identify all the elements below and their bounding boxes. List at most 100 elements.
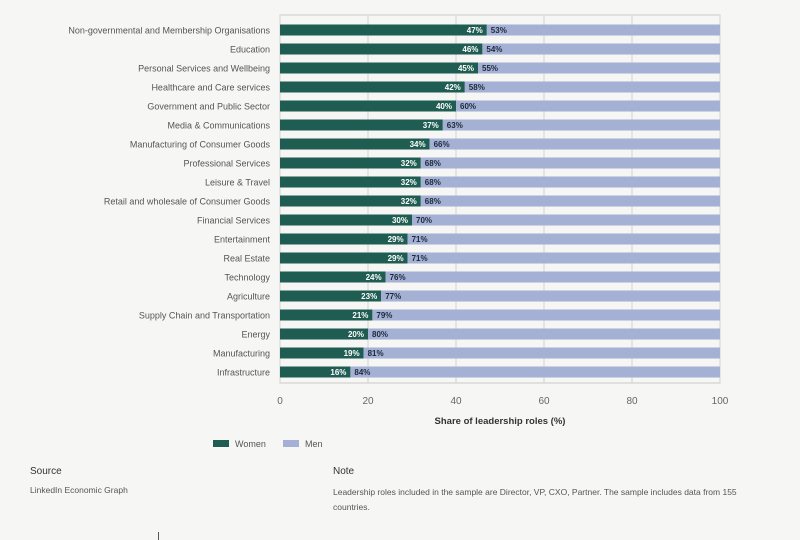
- data-label-women: 23%: [361, 292, 377, 301]
- data-label-men: 68%: [425, 178, 441, 187]
- bar-men: [381, 290, 720, 302]
- data-label-women: 30%: [392, 216, 408, 225]
- data-label-men: 79%: [376, 311, 392, 320]
- bar-men: [456, 100, 720, 112]
- category-label: Retail and wholesale of Consumer Goods: [104, 197, 271, 207]
- data-label-men: 54%: [486, 45, 502, 54]
- category-label: Manufacturing: [213, 349, 270, 359]
- data-label-men: 66%: [434, 140, 450, 149]
- bar-men: [420, 176, 720, 188]
- category-label: Leisure & Travel: [205, 178, 270, 188]
- legend-label-men: Men: [305, 439, 323, 449]
- data-label-women: 40%: [436, 102, 452, 111]
- x-axis-label: Share of leadership roles (%): [435, 416, 566, 427]
- note-title: Note: [333, 466, 355, 477]
- category-label: Government and Public Sector: [147, 102, 270, 112]
- category-label: Infrastructure: [217, 368, 270, 378]
- labels-layer: Non-governmental and Membership Organisa…: [68, 26, 506, 378]
- bar-women: [280, 62, 478, 74]
- data-label-men: 63%: [447, 121, 463, 130]
- bar-women: [280, 24, 487, 36]
- note-text: Leadership roles included in the sample …: [333, 487, 737, 512]
- bar-women: [280, 176, 421, 188]
- bar-women: [280, 157, 421, 169]
- category-label: Supply Chain and Transportation: [139, 311, 270, 321]
- bar-women: [280, 195, 421, 207]
- bar-men: [350, 366, 720, 378]
- data-label-women: 19%: [344, 349, 360, 358]
- bar-men: [486, 24, 720, 36]
- category-label: Personal Services and Wellbeing: [138, 64, 270, 74]
- bar-women: [280, 252, 408, 264]
- bar-men: [407, 252, 720, 264]
- data-label-men: 76%: [390, 273, 406, 282]
- bar-women: [280, 347, 364, 359]
- data-label-men: 68%: [425, 197, 441, 206]
- bar-women: [280, 271, 386, 283]
- data-label-men: 53%: [491, 26, 507, 35]
- data-label-women: 29%: [388, 235, 404, 244]
- bar-men: [407, 233, 720, 245]
- category-label: Agriculture: [227, 292, 270, 302]
- source-text: LinkedIn Economic Graph: [30, 485, 128, 495]
- bar-women: [280, 100, 456, 112]
- source-title: Source: [30, 466, 62, 477]
- x-tick-label: 20: [362, 396, 374, 407]
- data-label-women: 46%: [462, 45, 478, 54]
- data-label-women: 16%: [330, 368, 346, 377]
- bar-men: [372, 309, 720, 321]
- legend-swatch-men: [283, 440, 299, 447]
- data-label-women: 42%: [445, 83, 461, 92]
- legend-swatch-women: [213, 440, 229, 447]
- bar-men: [368, 328, 720, 340]
- data-label-women: 45%: [458, 64, 474, 73]
- data-label-women: 20%: [348, 330, 364, 339]
- data-label-women: 32%: [401, 159, 417, 168]
- bar-women: [280, 309, 373, 321]
- category-label: Technology: [224, 273, 270, 283]
- bar-men: [420, 157, 720, 169]
- x-tick-label: 0: [277, 396, 283, 407]
- bar-men: [482, 43, 720, 55]
- bar-men: [385, 271, 720, 283]
- x-tick-label: 40: [450, 396, 462, 407]
- data-label-men: 60%: [460, 102, 476, 111]
- chart: Non-governmental and Membership Organisa…: [68, 14, 729, 449]
- bar-women: [280, 43, 483, 55]
- data-label-women: 24%: [366, 273, 382, 282]
- x-tick-label: 60: [538, 396, 550, 407]
- bars-layer: [280, 24, 720, 378]
- bar-men: [420, 195, 720, 207]
- bar-men: [363, 347, 720, 359]
- bar-men: [464, 81, 720, 93]
- bottom-divider-mark: [158, 532, 159, 540]
- x-tick-label: 100: [712, 396, 729, 407]
- data-label-men: 77%: [385, 292, 401, 301]
- bar-men: [442, 119, 720, 131]
- data-label-women: 29%: [388, 254, 404, 263]
- data-label-men: 70%: [416, 216, 432, 225]
- bar-women: [280, 214, 412, 226]
- data-label-men: 71%: [412, 235, 428, 244]
- data-label-men: 81%: [368, 349, 384, 358]
- data-label-women: 47%: [467, 26, 483, 35]
- legend-label-women: Women: [235, 439, 266, 449]
- grid-layer: [279, 14, 721, 384]
- bar-women: [280, 290, 382, 302]
- category-label: Education: [230, 45, 270, 55]
- data-label-women: 34%: [410, 140, 426, 149]
- bar-women: [280, 81, 465, 93]
- data-label-men: 80%: [372, 330, 388, 339]
- bar-men: [429, 138, 720, 150]
- bar-men: [412, 214, 720, 226]
- data-label-women: 37%: [423, 121, 439, 130]
- data-label-men: 71%: [412, 254, 428, 263]
- category-label: Non-governmental and Membership Organisa…: [68, 26, 270, 36]
- bar-women: [280, 233, 408, 245]
- data-label-women: 32%: [401, 197, 417, 206]
- bar-women: [280, 366, 351, 378]
- bar-men: [478, 62, 720, 74]
- bar-women: [280, 119, 443, 131]
- data-label-men: 55%: [482, 64, 498, 73]
- data-label-men: 84%: [354, 368, 370, 377]
